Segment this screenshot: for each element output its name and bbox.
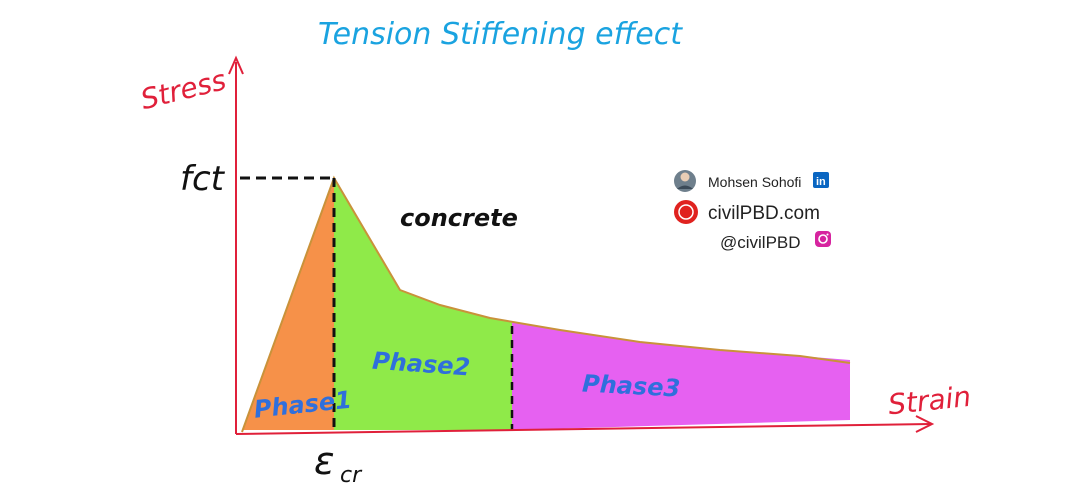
site-link[interactable]: civilPBD.com bbox=[708, 203, 820, 224]
fct-label: fct bbox=[180, 159, 226, 199]
epsilon-label: ε bbox=[314, 439, 335, 483]
x-axis bbox=[235, 423, 931, 435]
instagram-credit: @civilPBD bbox=[720, 231, 831, 252]
x-axis-label: Strain bbox=[887, 380, 973, 421]
instagram-icon[interactable] bbox=[815, 231, 831, 247]
civilpbd-logo-icon bbox=[674, 200, 698, 224]
x-axis-arrowhead bbox=[915, 415, 935, 433]
concrete-label: concrete bbox=[400, 204, 518, 232]
phase2-label: Phase2 bbox=[371, 347, 471, 382]
epsilon-subscript: cr bbox=[340, 463, 363, 488]
linkedin-icon[interactable] bbox=[813, 172, 829, 188]
phase3-label: Phase3 bbox=[581, 370, 680, 403]
phase2-region bbox=[334, 178, 512, 430]
author-credit: Mohsen Sohofi in bbox=[674, 170, 829, 192]
phase3-region bbox=[512, 322, 850, 430]
linkedin-icon-label: in bbox=[816, 176, 826, 188]
concrete-curve bbox=[241, 175, 851, 433]
site-credit: civilPBD.com bbox=[674, 200, 820, 224]
y-axis-label: Stress bbox=[137, 63, 229, 116]
instagram-handle[interactable]: @civilPBD bbox=[720, 233, 801, 252]
diagram-title: Tension Stiffening effect bbox=[318, 17, 683, 52]
author-name: Mohsen Sohofi bbox=[708, 174, 801, 190]
y-axis-arrowhead bbox=[228, 55, 244, 75]
